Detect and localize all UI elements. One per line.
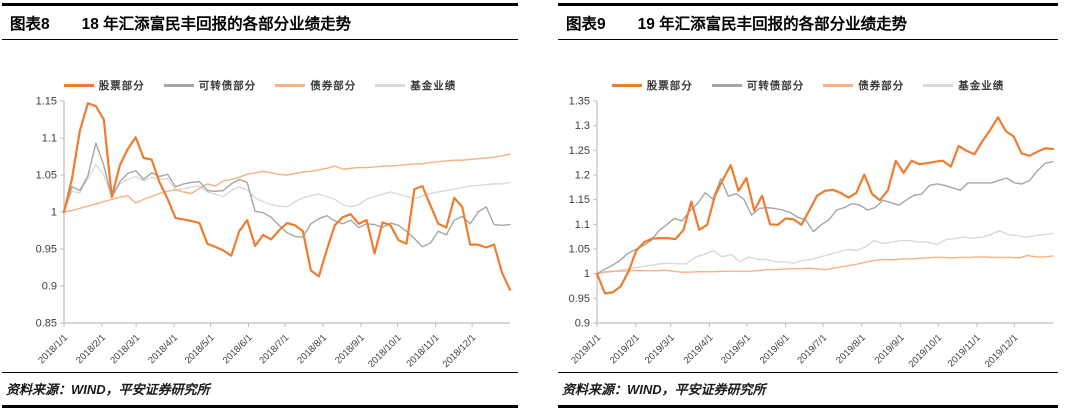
figure-header-2018: 图表8 18 年汇添富民丰回报的各部分业绩走势 bbox=[2, 3, 518, 40]
figure-panel-2018: 图表8 18 年汇添富民丰回报的各部分业绩走势 0.85 0.9 0.95 1 1.05… bbox=[2, 3, 518, 408]
legend-item-fund: 基金业绩 bbox=[923, 78, 1004, 93]
legend-swatch-convertible bbox=[711, 84, 742, 87]
legend-swatch-stock bbox=[63, 84, 94, 87]
y-tick-label: 0.85 bbox=[36, 318, 57, 330]
legend-item-stock: 股票部分 bbox=[611, 78, 693, 93]
series-line-convertible bbox=[596, 160, 1054, 275]
y-tick-label: 0.95 bbox=[569, 293, 590, 305]
chart-area-2019: 0.9 0.95 1 1.05 1.1 1.15 1.2 1.25 1.3 1.35 2019/1/… bbox=[558, 40, 1058, 372]
legend-item-convertible: 可转债部分 bbox=[163, 78, 257, 93]
x-tick-label: 2019/12/1 bbox=[983, 332, 1021, 370]
legend-item-convertible: 可转债部分 bbox=[711, 78, 805, 93]
figure-header-2019: 图表9 19 年汇添富民丰回报的各部分业绩走势 bbox=[558, 3, 1058, 40]
legend-label: 债券部分 bbox=[310, 80, 357, 92]
series-line-fund bbox=[63, 163, 511, 213]
legend-item-fund: 基金业绩 bbox=[375, 78, 456, 93]
legend-swatch-fund bbox=[375, 84, 406, 87]
legend-swatch-stock bbox=[611, 84, 642, 87]
chart-legend-2018: 股票部分 可转债部分 债券部分 基金业绩 bbox=[2, 78, 518, 93]
y-tick-label: 1.05 bbox=[569, 244, 590, 256]
y-tick-label: 1.15 bbox=[569, 194, 590, 206]
figure-title: 19 年汇添富民丰回报的各部分业绩走势 bbox=[637, 16, 908, 33]
legend-label: 股票部分 bbox=[98, 80, 145, 92]
x-tick-label: 2018/4/1 bbox=[146, 332, 180, 366]
x-tick-label: 2018/3/1 bbox=[108, 332, 142, 366]
x-tick-label: 2019/2/1 bbox=[608, 332, 642, 366]
figure-title: 18 年汇添富民丰回报的各部分业绩走势 bbox=[81, 16, 352, 33]
y-tick-label: 1.3 bbox=[575, 120, 590, 132]
legend-item-bond: 债券部分 bbox=[823, 78, 904, 93]
source-note: 资料来源：WIND，平安证券研究所 bbox=[2, 372, 518, 408]
x-tick-label: 2019/8/1 bbox=[834, 332, 868, 366]
x-tick-label: 2019/1/1 bbox=[569, 332, 603, 366]
x-tick-label: 2018/2/1 bbox=[74, 332, 108, 366]
series-line-stock bbox=[62, 102, 512, 291]
x-tick-label: 2018/10/1 bbox=[366, 332, 404, 370]
series-line-bond bbox=[63, 153, 511, 213]
x-tick-label: 2019/5/1 bbox=[719, 332, 753, 366]
y-tick-label: 0.9 bbox=[575, 318, 590, 330]
y-tick-label: 1.25 bbox=[569, 145, 590, 157]
x-tick-label: 2019/10/1 bbox=[907, 332, 945, 370]
y-tick-label: 1.15 bbox=[36, 96, 57, 108]
figure-panel-2019: 图表9 19 年汇添富民丰回报的各部分业绩走势 0.9 0.95 1 1.05 1.1 1… bbox=[558, 3, 1058, 408]
legend-label: 债券部分 bbox=[858, 80, 905, 92]
legend-label: 基金业绩 bbox=[410, 80, 457, 92]
y-tick-label: 1.2 bbox=[575, 170, 590, 182]
x-tick-label: 2019/9/1 bbox=[873, 332, 907, 366]
x-tick-label: 2018/9/1 bbox=[333, 332, 367, 366]
x-tick-label: 2018/7/1 bbox=[257, 332, 291, 366]
series-line-bond bbox=[596, 254, 1054, 275]
y-tick-label: 1.05 bbox=[36, 170, 57, 182]
y-tick-label: 1.1 bbox=[42, 133, 57, 145]
figure-label: 图表8 bbox=[10, 16, 50, 33]
chart-area-2018: 0.85 0.9 0.95 1 1.05 1.1 1.15 2018/1/1 2018/2/1 2… bbox=[2, 40, 518, 372]
chart-legend-2019: 股票部分 可转债部分 债券部分 基金业绩 bbox=[558, 78, 1058, 93]
legend-swatch-bond bbox=[275, 84, 306, 87]
y-tick-label: 0.9 bbox=[42, 281, 57, 293]
x-tick-label: 2018/11/1 bbox=[404, 332, 441, 369]
y-tick-label: 0.95 bbox=[36, 244, 57, 256]
x-tick-label: 2019/6/1 bbox=[758, 332, 792, 366]
x-tick-label: 2018/1/1 bbox=[36, 332, 70, 366]
x-tick-label: 2018/5/1 bbox=[183, 332, 217, 366]
legend-swatch-convertible bbox=[163, 84, 194, 87]
y-tick-label: 1 bbox=[51, 207, 57, 219]
x-tick-label: 2018/6/1 bbox=[221, 332, 255, 366]
legend-label: 可转债部分 bbox=[746, 80, 805, 92]
series-line-stock bbox=[595, 116, 1055, 295]
legend-swatch-bond bbox=[823, 84, 854, 87]
x-tick-label: 2018/12/1 bbox=[441, 332, 479, 370]
x-tick-label: 2019/3/1 bbox=[643, 332, 677, 366]
x-tick-label: 2019/11/1 bbox=[946, 332, 983, 369]
y-tick-label: 1.1 bbox=[575, 219, 590, 231]
figure-label: 图表9 bbox=[566, 16, 606, 33]
x-tick-label: 2019/7/1 bbox=[795, 332, 829, 366]
series-line-fund bbox=[596, 229, 1054, 275]
x-tick-label: 2019/4/1 bbox=[682, 332, 716, 366]
line-chart-2019: 0.9 0.95 1 1.05 1.1 1.15 1.2 1.25 1.3 1.35 2019/1/… bbox=[569, 96, 1055, 370]
legend-swatch-fund bbox=[923, 84, 954, 87]
y-tick-label: 1.35 bbox=[569, 96, 590, 108]
legend-label: 基金业绩 bbox=[958, 80, 1005, 92]
y-tick-label: 1 bbox=[584, 268, 590, 280]
x-tick-label: 2018/8/1 bbox=[295, 332, 329, 366]
legend-item-bond: 债券部分 bbox=[275, 78, 356, 93]
legend-item-stock: 股票部分 bbox=[63, 78, 145, 93]
legend-label: 可转债部分 bbox=[198, 80, 257, 92]
legend-label: 股票部分 bbox=[646, 80, 693, 92]
series-line-convertible bbox=[63, 142, 511, 248]
source-note: 资料来源：WIND，平安证券研究所 bbox=[558, 372, 1058, 408]
